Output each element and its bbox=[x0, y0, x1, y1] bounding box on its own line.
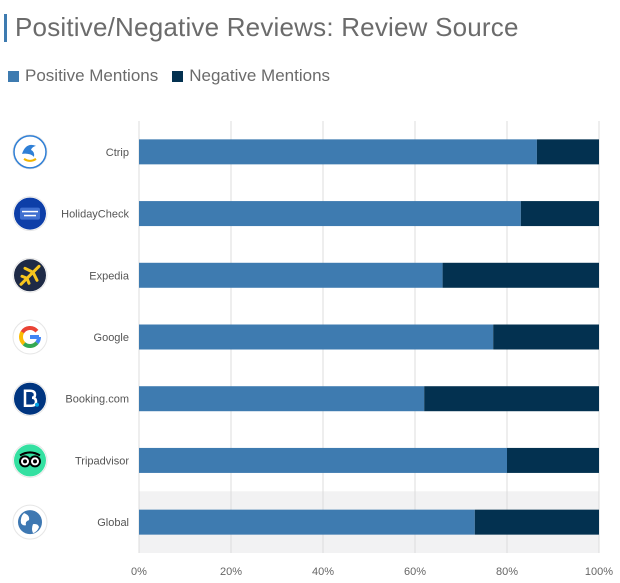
chart-title: Positive/Negative Reviews: Review Source bbox=[15, 12, 519, 42]
ctrip-logo-icon bbox=[12, 134, 48, 170]
category-label: Global bbox=[97, 517, 129, 529]
bar-negative[interactable] bbox=[474, 509, 599, 535]
bar-positive[interactable] bbox=[139, 386, 425, 412]
bar-negative[interactable] bbox=[507, 447, 599, 473]
legend-label-positive: Positive Mentions bbox=[25, 66, 159, 85]
category-label: Booking.com bbox=[65, 394, 129, 406]
x-tick-label: 40% bbox=[312, 566, 334, 578]
x-tick-label: 100% bbox=[585, 566, 613, 578]
bar-positive[interactable] bbox=[139, 201, 521, 227]
expedia-logo-icon bbox=[12, 257, 48, 293]
bar-positive[interactable] bbox=[139, 324, 494, 350]
globe-icon bbox=[12, 504, 48, 540]
bar-negative[interactable] bbox=[442, 262, 599, 288]
x-tick-label: 60% bbox=[404, 566, 426, 578]
google-logo-icon bbox=[12, 319, 48, 355]
category-label: Google bbox=[94, 332, 129, 344]
x-tick-label: 80% bbox=[496, 566, 518, 578]
bar-positive[interactable] bbox=[139, 509, 475, 535]
category-label: Ctrip bbox=[106, 147, 129, 159]
legend-item-positive[interactable]: Positive Mentions bbox=[8, 66, 158, 86]
category-label: HolidayCheck bbox=[61, 209, 129, 221]
legend-item-negative[interactable]: Negative Mentions bbox=[172, 66, 330, 86]
tripadvisor-logo-icon bbox=[12, 442, 48, 478]
legend-swatch-positive bbox=[8, 70, 19, 82]
holidaycheck-logo-icon bbox=[12, 196, 48, 232]
highlight-row-background bbox=[139, 491, 599, 553]
bar-negative[interactable] bbox=[424, 386, 599, 412]
category-label: Tripadvisor bbox=[75, 455, 129, 467]
category-label: Expedia bbox=[89, 270, 130, 282]
legend: Positive Mentions Negative Mentions bbox=[8, 66, 344, 86]
x-tick-label: 20% bbox=[220, 566, 242, 578]
legend-swatch-negative bbox=[172, 70, 184, 82]
booking-logo-icon bbox=[12, 381, 48, 417]
x-tick-label: 0% bbox=[131, 566, 147, 578]
bar-negative[interactable] bbox=[520, 201, 599, 227]
bar-positive[interactable] bbox=[139, 262, 443, 288]
bar-negative[interactable] bbox=[493, 324, 599, 350]
bar-negative[interactable] bbox=[536, 139, 599, 165]
bar-positive[interactable] bbox=[139, 447, 507, 473]
bar-positive[interactable] bbox=[139, 139, 537, 165]
title-accent-bar bbox=[4, 14, 7, 42]
legend-label-negative: Negative Mentions bbox=[189, 66, 331, 85]
